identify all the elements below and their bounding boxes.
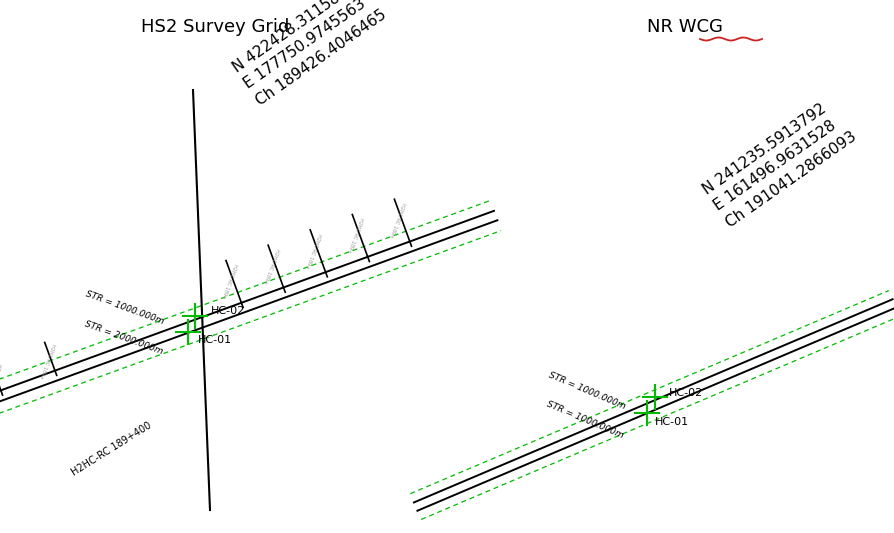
Text: HC-01: HC-01 bbox=[198, 335, 232, 345]
Text: HC-02: HC-02 bbox=[668, 388, 703, 398]
Text: H2HC-RC 189+: H2HC-RC 189+ bbox=[38, 343, 55, 379]
Text: H2HC-RC 189+: H2HC-RC 189+ bbox=[304, 232, 321, 269]
Text: H2HC-RC 189+: H2HC-RC 189+ bbox=[0, 362, 1, 399]
Text: H2HC-RC 189+: H2HC-RC 189+ bbox=[346, 217, 364, 254]
Text: STR = 1000.000m: STR = 1000.000m bbox=[547, 371, 627, 411]
Text: STR = 1000.000m: STR = 1000.000m bbox=[84, 289, 164, 326]
Text: H2HC-RC 189+: H2HC-RC 189+ bbox=[388, 201, 406, 238]
Text: HC-01: HC-01 bbox=[654, 417, 688, 427]
Text: H2HC-RC 189+: H2HC-RC 189+ bbox=[220, 263, 237, 300]
Text: H2HC-RC 189+400: H2HC-RC 189+400 bbox=[70, 421, 154, 478]
Text: N 422428.3115825
E 177750.9745563
Ch 189426.4046465: N 422428.3115825 E 177750.9745563 Ch 189… bbox=[230, 0, 388, 108]
Text: N 241235.5913792
E 161496.9631528
Ch 191041.2866093: N 241235.5913792 E 161496.9631528 Ch 191… bbox=[699, 96, 858, 230]
Text: NR WCG: NR WCG bbox=[646, 18, 722, 36]
Text: HC-02: HC-02 bbox=[211, 306, 245, 316]
Text: HS2 Survey Grid: HS2 Survey Grid bbox=[140, 18, 289, 36]
Text: STR = 2000.000m: STR = 2000.000m bbox=[83, 320, 164, 357]
Text: H2HC-RC 189+: H2HC-RC 189+ bbox=[262, 248, 279, 284]
Text: STR = 1000.000m: STR = 1000.000m bbox=[544, 400, 624, 440]
